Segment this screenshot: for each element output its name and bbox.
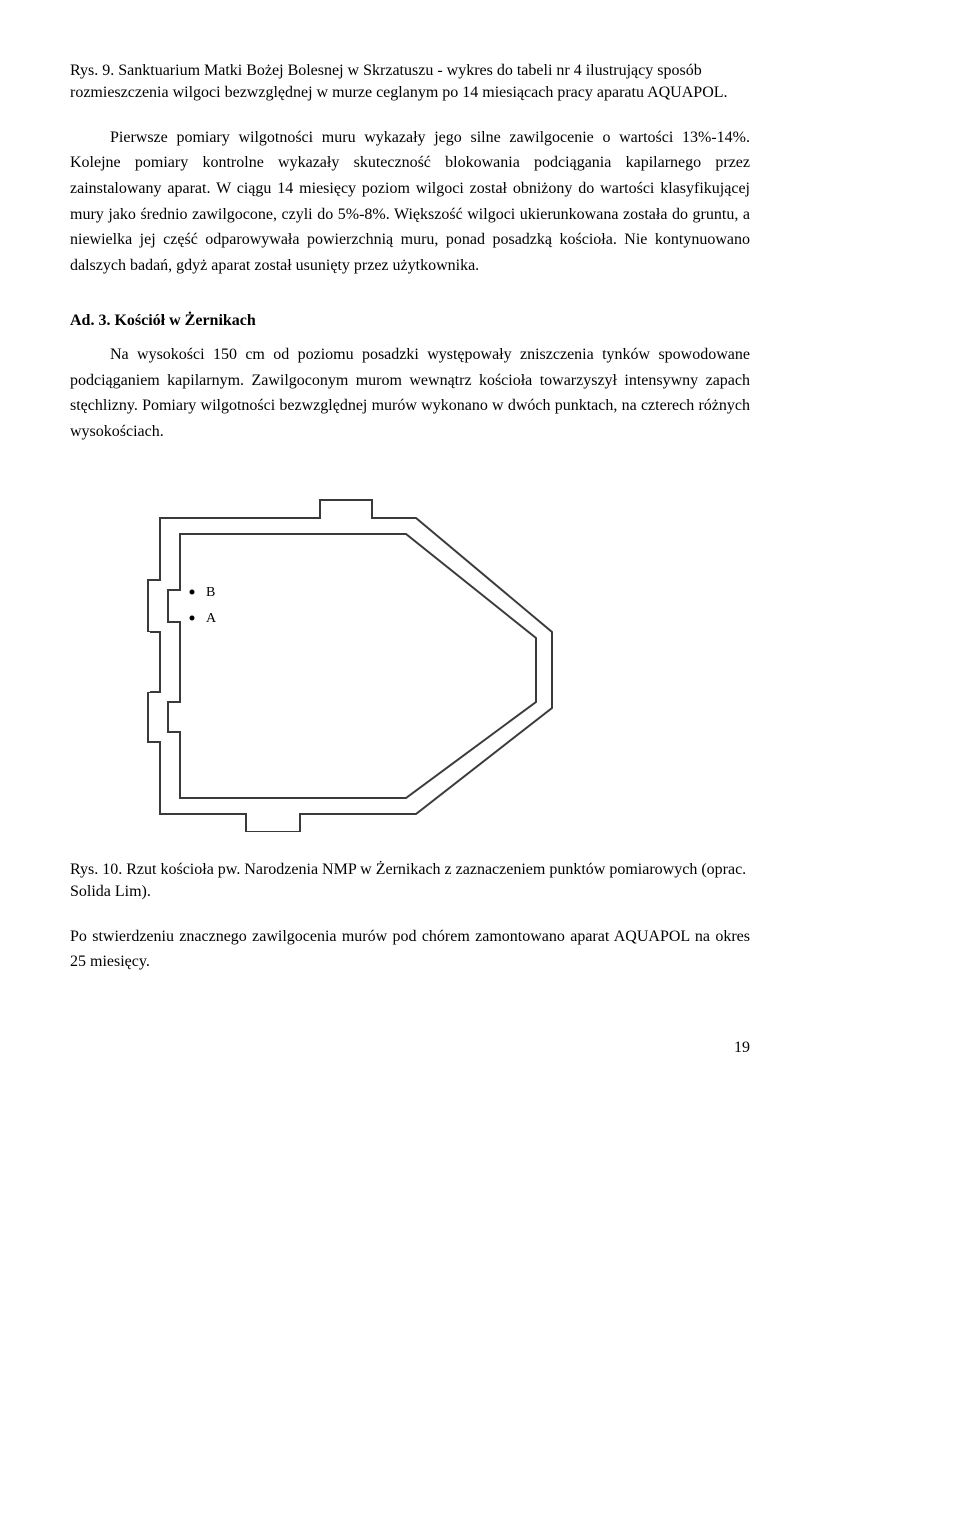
svg-text:B: B <box>206 585 215 600</box>
paragraph-3: Po stwierdzeniu znacznego zawilgocenia m… <box>70 924 750 975</box>
floorplan-diagram: BA <box>90 462 750 841</box>
figure-caption-10: Rys. 10. Rzut kościoła pw. Narodzenia NM… <box>70 859 750 904</box>
paragraph-2: Na wysokości 150 cm od poziomu posadzki … <box>70 342 750 444</box>
svg-text:A: A <box>206 611 217 626</box>
section-heading: Ad. 3. Kościół w Żernikach <box>70 308 750 334</box>
paragraph-1: Pierwsze pomiary wilgotności muru wykaza… <box>70 125 750 279</box>
page-number: 19 <box>70 1035 750 1061</box>
figure-caption-9: Rys. 9. Sanktuarium Matki Bożej Bolesnej… <box>70 60 750 105</box>
floorplan-svg: BA <box>90 462 570 832</box>
